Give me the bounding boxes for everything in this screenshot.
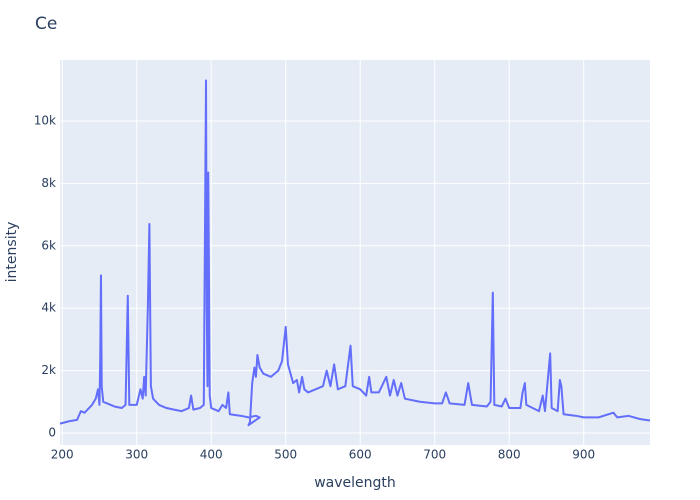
y-tick-label: 6k xyxy=(41,238,56,252)
x-axis-title: wavelength xyxy=(314,475,396,491)
x-tick-label: 800 xyxy=(498,448,521,462)
y-tick-label: 4k xyxy=(41,301,56,315)
x-tick-label: 500 xyxy=(274,448,297,462)
y-tick-label: 2k xyxy=(41,363,56,377)
chart-title: Ce xyxy=(35,14,57,34)
x-tick-label: 600 xyxy=(349,448,372,462)
x-tick-label: 400 xyxy=(200,448,223,462)
x-tick-label: 900 xyxy=(572,448,595,462)
x-tick-label: 300 xyxy=(125,448,148,462)
y-tick-label: 0 xyxy=(48,425,56,439)
y-tick-label: 10k xyxy=(34,113,56,127)
line-series xyxy=(59,79,651,427)
y-axis-title: intensity xyxy=(4,222,20,283)
x-tick-label: 200 xyxy=(51,448,74,462)
x-tick-label: 700 xyxy=(423,448,446,462)
y-tick-label: 8k xyxy=(41,176,56,190)
